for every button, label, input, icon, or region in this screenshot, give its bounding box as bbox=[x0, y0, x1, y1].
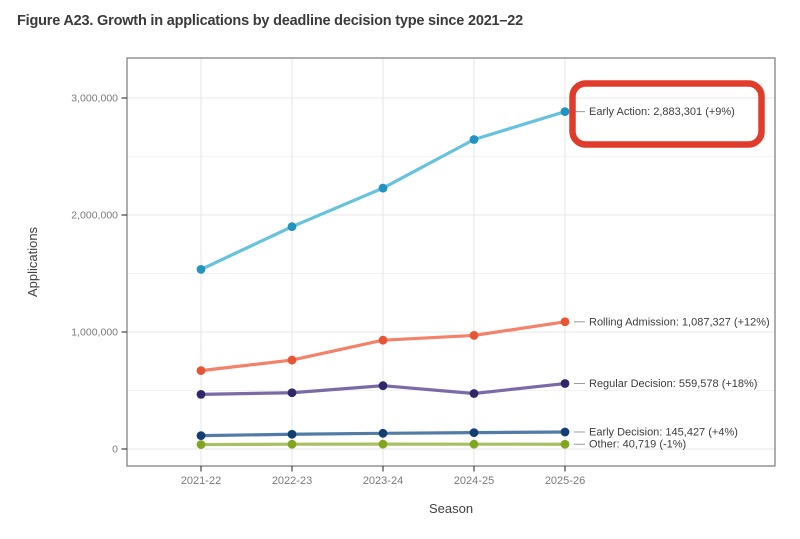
data-point-rolling-admission bbox=[287, 355, 297, 365]
data-point-regular-decision bbox=[469, 389, 479, 398]
data-point-early-action bbox=[196, 265, 206, 274]
x-tick-label: 2023-24 bbox=[363, 475, 403, 487]
data-point-early-decision bbox=[560, 427, 570, 437]
data-point-rolling-admission bbox=[196, 366, 206, 376]
data-point-other bbox=[378, 439, 388, 449]
y-tick-label: 2,000,000 bbox=[71, 210, 118, 222]
data-point-early-action bbox=[287, 222, 297, 232]
data-point-early-decision bbox=[469, 428, 479, 438]
data-point-early-action bbox=[469, 135, 479, 144]
data-points bbox=[196, 107, 570, 449]
axis-tick-marks bbox=[121, 97, 566, 472]
data-point-early-decision bbox=[196, 431, 206, 441]
data-point-regular-decision bbox=[560, 379, 570, 388]
data-point-other bbox=[196, 440, 206, 449]
y-tick-label: 1,000,000 bbox=[71, 327, 118, 339]
data-point-rolling-admission bbox=[560, 317, 570, 327]
label-leader-lines bbox=[574, 111, 585, 445]
series-label-regular-decision: Regular Decision: 559,578 (+18%) bbox=[589, 378, 757, 390]
series-label-other: Other: 40,719 (-1%) bbox=[589, 439, 686, 451]
y-tick-label: 0 bbox=[112, 444, 118, 456]
data-point-regular-decision bbox=[378, 381, 388, 391]
x-tick-label: 2024-25 bbox=[454, 475, 494, 487]
series-labels: Early Action: 2,883,301 (+9%) Rolling Adm… bbox=[589, 106, 770, 451]
data-point-early-action bbox=[560, 107, 570, 117]
y-tick-label: 3,000,000 bbox=[71, 93, 118, 105]
data-point-early-decision bbox=[287, 429, 297, 439]
data-point-other bbox=[469, 439, 479, 449]
data-point-early-action bbox=[378, 183, 388, 193]
highlight-annotation bbox=[569, 80, 765, 148]
y-axis-title: Applications bbox=[25, 226, 40, 297]
x-tick-label: 2021-22 bbox=[181, 475, 221, 487]
data-point-regular-decision bbox=[287, 388, 297, 398]
data-point-rolling-admission bbox=[378, 335, 388, 345]
series-label-early-action: Early Action: 2,883,301 (+9%) bbox=[589, 106, 735, 118]
x-tick-label: 2022-23 bbox=[272, 475, 312, 487]
data-point-rolling-admission bbox=[469, 331, 479, 340]
highlight-box bbox=[569, 80, 765, 148]
data-point-regular-decision bbox=[196, 389, 206, 399]
chart-panel bbox=[126, 57, 776, 467]
data-point-other bbox=[287, 439, 297, 449]
x-axis-title: Season bbox=[429, 501, 473, 516]
series-label-early-decision: Early Decision: 145,427 (+4%) bbox=[589, 426, 738, 438]
x-axis-tick-labels: 2021-22 2022-23 2023-24 2024-25 2025-26 bbox=[181, 475, 585, 487]
gridlines bbox=[127, 58, 775, 466]
data-point-other bbox=[560, 439, 570, 449]
y-axis-tick-labels: 0 1,000,000 2,000,000 3,000,000 bbox=[71, 93, 118, 456]
x-tick-label: 2025-26 bbox=[545, 475, 585, 487]
figure-title: Figure A23. Growth in applications by de… bbox=[17, 13, 524, 29]
series-label-rolling-admission: Rolling Admission: 1,087,327 (+12%) bbox=[589, 316, 770, 328]
data-point-early-decision bbox=[378, 428, 388, 438]
